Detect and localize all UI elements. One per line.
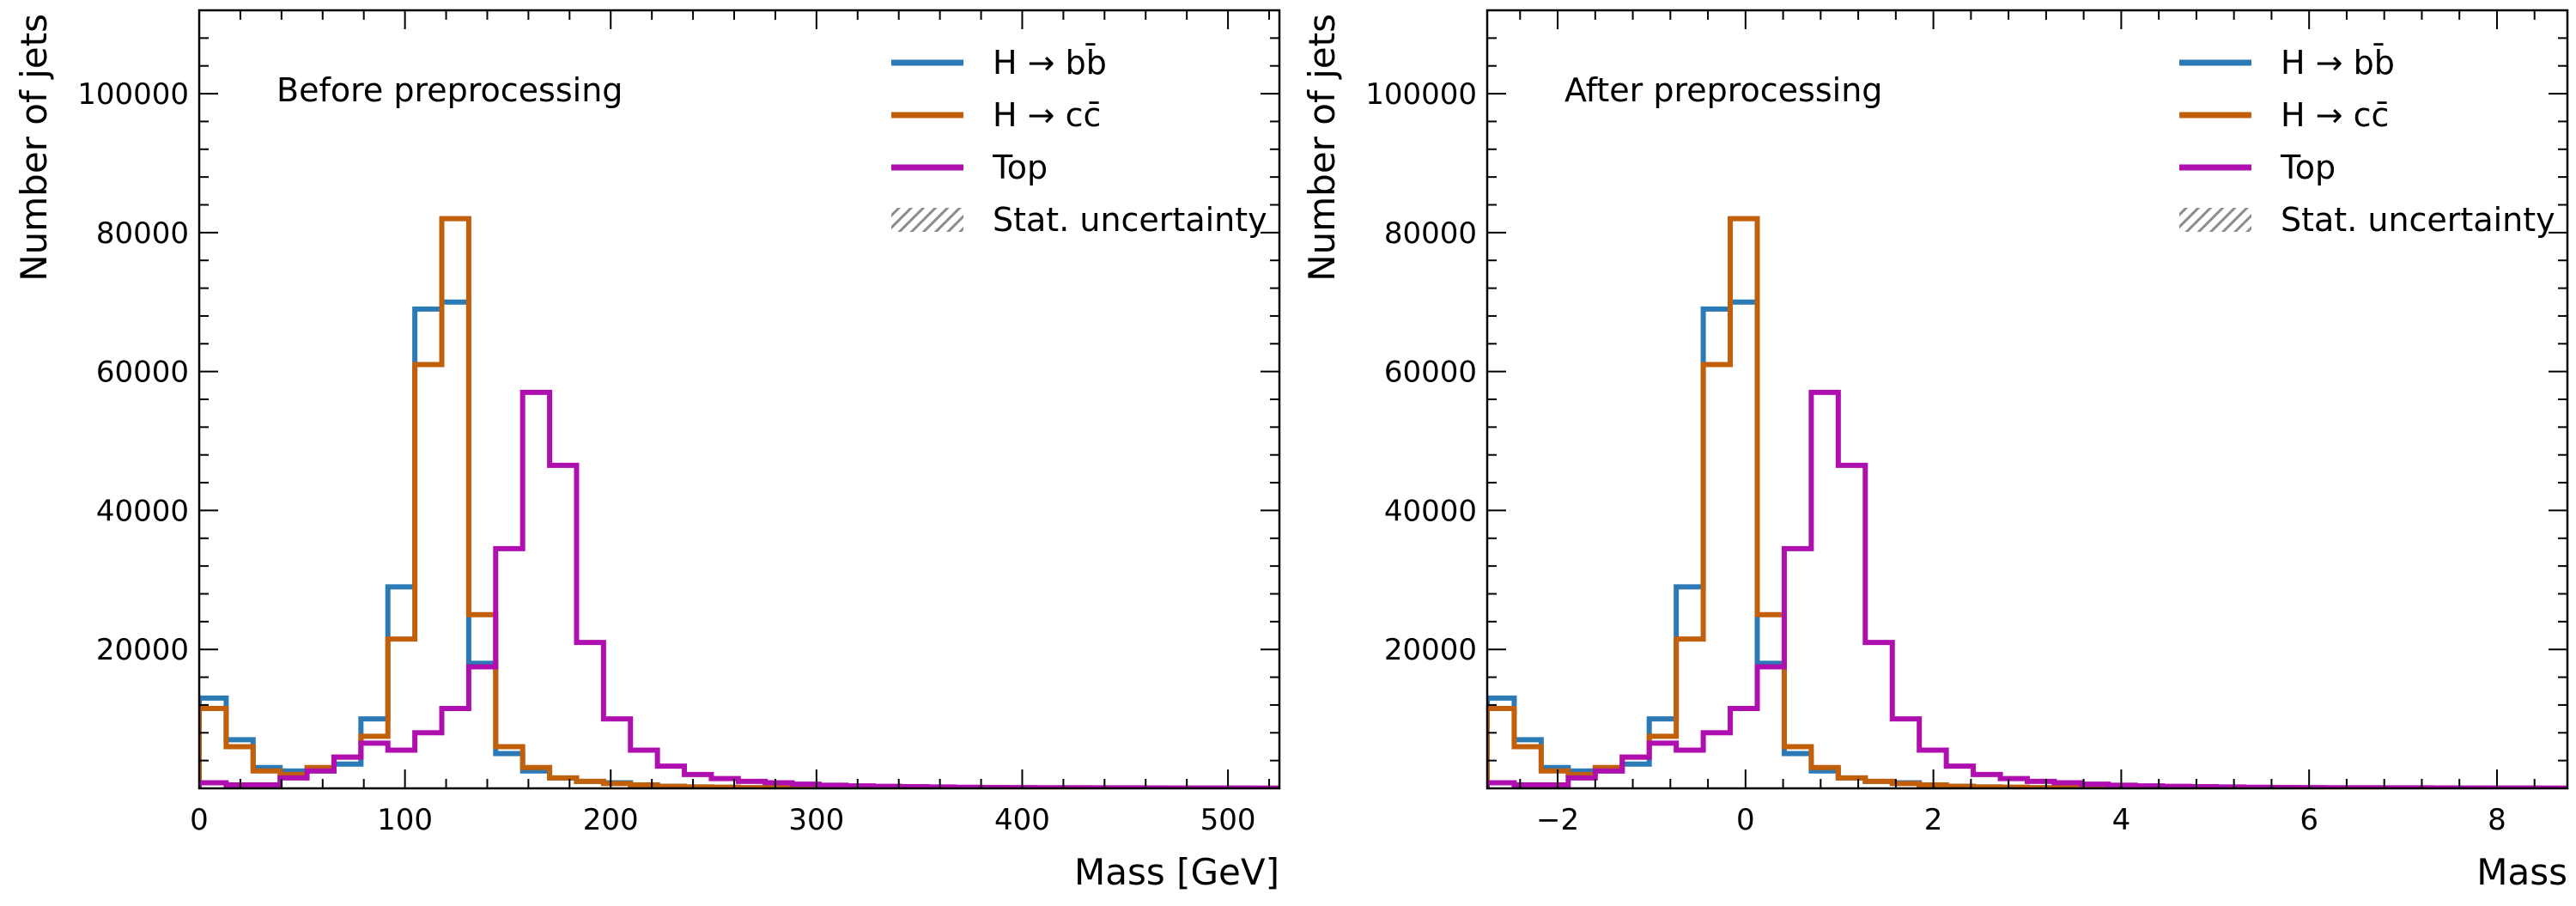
x-axis-label: Mass — [2476, 851, 2567, 893]
legend-label-stat-uncertainty: Stat. uncertainty — [993, 201, 1267, 239]
x-tick-label: 200 — [583, 803, 639, 837]
x-tick-label: 0 — [1736, 803, 1755, 837]
axes-frame — [1485, 9, 2569, 790]
panel-annotation: After preprocessing — [1564, 71, 1882, 109]
x-tick-label: 400 — [994, 803, 1050, 837]
legend-label-hbb: H → bb̄ — [2281, 44, 2395, 82]
y-tick-label: 20000 — [96, 633, 189, 667]
axes-frame — [197, 9, 1281, 790]
legend-swatch-stat-uncertainty — [891, 208, 963, 232]
legend-label-hcc: H → cc̄ — [993, 96, 1101, 134]
legend-label-hbb: H → bb̄ — [993, 44, 1107, 82]
x-tick-label: 6 — [2300, 803, 2318, 837]
x-tick-label: 4 — [2112, 803, 2131, 837]
x-tick-label: 0 — [190, 803, 209, 837]
legend-label-hcc: H → cc̄ — [2281, 96, 2389, 134]
x-axis-label: Mass [GeV] — [1074, 851, 1279, 893]
y-tick-label: 80000 — [1384, 216, 1477, 251]
x-tick-label: 300 — [788, 803, 844, 837]
legend-swatch-stat-uncertainty — [2179, 208, 2251, 232]
legend-label-top: Top — [2280, 149, 2336, 186]
y-tick-label: 60000 — [1384, 356, 1477, 390]
histogram-series-group — [1487, 216, 2567, 788]
x-tick-label: −2 — [1536, 803, 1579, 837]
histogram-hcc — [1487, 216, 2567, 788]
legend: H → bb̄ H → cc̄ Top Stat. uncertainty — [2179, 44, 2555, 239]
y-tick-label: 20000 — [1384, 633, 1477, 667]
panel-annotation: Before preprocessing — [276, 71, 623, 109]
y-tick-label: 100000 — [77, 77, 189, 112]
x-tick-label: 8 — [2488, 803, 2506, 837]
y-axis-label: Number of jets — [1301, 14, 1343, 282]
x-tick-label: 2 — [1924, 803, 1943, 837]
y-tick-label: 40000 — [96, 494, 189, 528]
legend: H → bb̄ H → cc̄ Top Stat. uncertainty — [891, 44, 1267, 239]
y-tick-label: 80000 — [96, 216, 189, 251]
legend-label-stat-uncertainty: Stat. uncertainty — [2281, 201, 2555, 239]
panel-after-preprocessing: −2 0 2 4 6 8 20000 40000 60000 80000 100000 Mass Num… — [1301, 9, 2569, 893]
histogram-hcc — [199, 216, 1279, 788]
histogram-series-group — [199, 216, 1279, 788]
histogram-hbb — [1487, 299, 2567, 788]
histogram-hbb — [199, 299, 1279, 788]
y-tick-label: 60000 — [96, 356, 189, 390]
y-tick-label: 100000 — [1365, 77, 1477, 112]
legend-label-top: Top — [992, 149, 1048, 186]
x-tick-label: 100 — [377, 803, 433, 837]
panel-before-preprocessing: 0 100 200 300 400 500 20000 40000 60000 80000 1000… — [13, 9, 1281, 893]
y-axis-label: Number of jets — [13, 14, 55, 282]
y-tick-label: 40000 — [1384, 494, 1477, 528]
x-tick-label: 500 — [1200, 803, 1256, 837]
